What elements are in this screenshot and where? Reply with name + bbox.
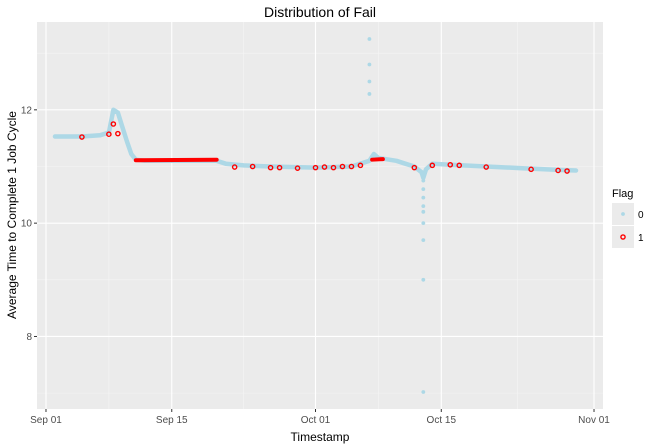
legend-key — [612, 226, 634, 248]
y-tick-label: 12 — [21, 105, 33, 116]
legend-title: Flag — [612, 188, 633, 200]
point-flag-0 — [421, 238, 426, 243]
point-flag-1 — [339, 163, 346, 170]
y-tick-label: 8 — [26, 332, 32, 343]
point-flag-1 — [115, 130, 121, 137]
point-flag-1 — [528, 166, 534, 173]
data-points — [79, 37, 570, 394]
chart-title: Distribution of Fail — [264, 4, 376, 20]
point-flag-0 — [421, 204, 426, 209]
point-flag-0 — [421, 221, 426, 226]
legend-key-point — [621, 212, 625, 216]
point-flag-1 — [564, 168, 570, 174]
point-flag-0 — [421, 178, 426, 183]
point-flag-1 — [294, 165, 301, 171]
y-axis-label: Average Time to Complete 1 Job Cycle — [5, 111, 19, 319]
point-flag-1 — [357, 162, 364, 169]
series-1-trace — [133, 157, 219, 163]
series-1-trace — [370, 157, 385, 162]
point-flag-1 — [348, 163, 355, 170]
plot-panel — [37, 22, 603, 409]
series-0-trace — [52, 107, 579, 181]
point-flag-0 — [367, 37, 372, 41]
point-flag-1 — [267, 164, 274, 171]
x-tick-label: Sep 01 — [30, 415, 62, 426]
x-tick-label: Oct 15 — [427, 415, 457, 426]
point-flag-1 — [447, 161, 454, 168]
point-flag-0 — [421, 187, 426, 192]
point-flag-1 — [79, 134, 85, 140]
point-flag-0 — [367, 62, 372, 67]
x-tick-label: Nov 01 — [578, 415, 610, 426]
point-flag-1 — [411, 164, 418, 171]
point-flag-0 — [421, 277, 426, 282]
series-lines — [52, 107, 579, 181]
point-flag-0 — [421, 209, 426, 214]
point-flag-1 — [330, 164, 337, 171]
point-flag-1 — [276, 164, 283, 171]
legend-key-point — [620, 234, 626, 240]
legend-entry-label: 1 — [638, 233, 644, 244]
point-flag-1 — [321, 164, 328, 170]
grid-lines — [37, 22, 603, 409]
point-flag-1 — [555, 167, 561, 174]
point-flag-1 — [456, 162, 463, 169]
x-axis-label: Timestamp — [291, 430, 350, 444]
point-flag-1 — [110, 121, 117, 127]
point-flag-1 — [249, 163, 256, 170]
x-tick-label: Oct 01 — [301, 415, 331, 426]
x-axis: Sep 01 Sep 15 Oct 01 Oct 15 Nov 01 — [30, 409, 610, 426]
point-flag-0 — [367, 79, 372, 84]
point-flag-1 — [312, 164, 319, 171]
point-flag-1 — [106, 131, 112, 137]
y-tick-label: 10 — [21, 219, 33, 230]
legend-entry-label: 0 — [638, 210, 644, 221]
point-flag-0 — [421, 195, 426, 200]
point-flag-1 — [429, 162, 436, 169]
point-flag-0 — [367, 92, 372, 96]
point-flag-0 — [421, 390, 426, 394]
y-axis: 8 10 12 — [21, 105, 37, 343]
point-flag-1 — [231, 164, 238, 170]
legend: Flag 0 1 — [612, 188, 644, 248]
x-tick-label: Sep 15 — [156, 415, 188, 426]
point-flag-1 — [483, 164, 490, 170]
